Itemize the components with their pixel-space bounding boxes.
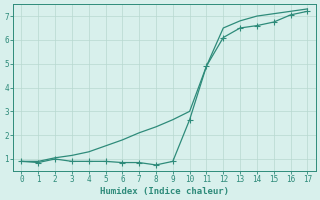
X-axis label: Humidex (Indice chaleur): Humidex (Indice chaleur) — [100, 187, 229, 196]
